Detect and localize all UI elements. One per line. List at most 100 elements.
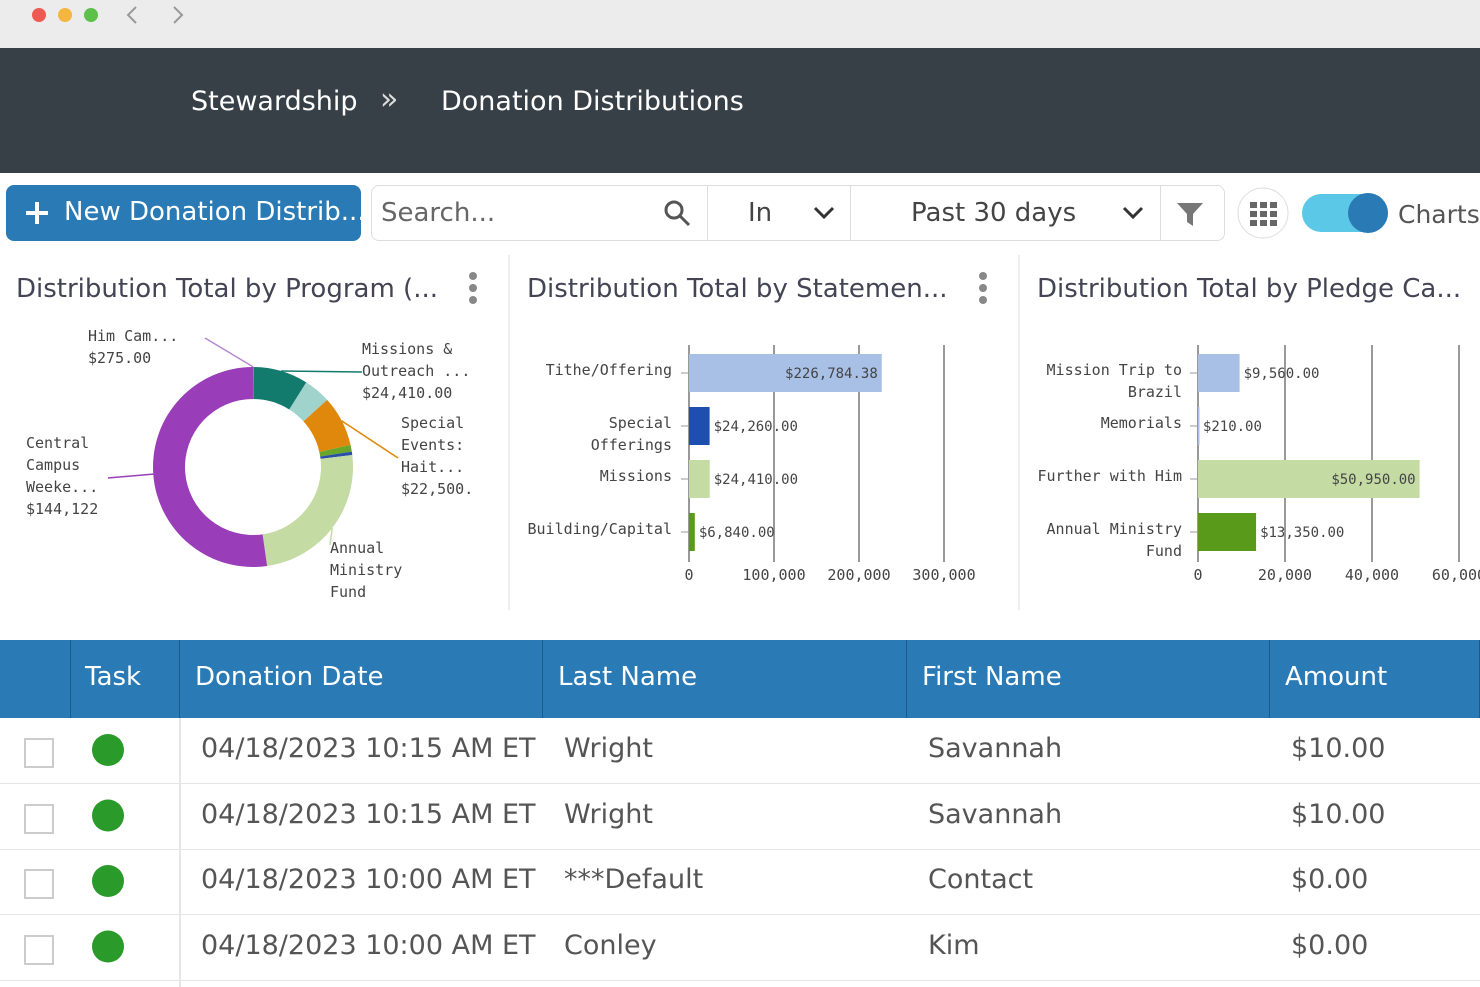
task-status: [92, 865, 124, 897]
pie-slice: [152, 367, 268, 567]
chart-title: Distribution Total by Statemen...: [527, 274, 948, 304]
cell-text: 04/18/2023 10:15 AM ET: [201, 733, 536, 764]
value-label: $24,410.00: [714, 472, 798, 488]
forward-arrow[interactable]: [173, 6, 184, 24]
cell-text: 04/18/2023 10:00 AM ET: [201, 864, 536, 895]
slice-name: Missions & Outreach ...: [362, 340, 471, 380]
row-checkbox[interactable]: [24, 869, 54, 899]
column-title: Last Name: [558, 662, 698, 692]
minimize-dot[interactable]: [58, 8, 72, 22]
search-input[interactable]: Search...: [381, 198, 496, 228]
pie-slice: [253, 367, 307, 410]
column-header[interactable]: [907, 640, 1270, 718]
column-header[interactable]: [180, 640, 543, 718]
pie-slice: [303, 399, 351, 452]
header: Stewardship » Donation Distributions: [0, 48, 1480, 173]
cell-text: 04/18/2023 10:00 AM ET: [201, 929, 536, 961]
chevron: [1122, 206, 1144, 220]
cell-text: 04/18/2023 10:15 AM ET: [201, 798, 536, 830]
panel-menu[interactable]: [975, 270, 991, 310]
slice-name: Him Cam...: [88, 327, 179, 345]
back-arrow[interactable]: [126, 6, 137, 24]
column-title: First Name: [922, 662, 1062, 692]
date-range-select[interactable]: Past 30 days: [911, 198, 1077, 228]
pie-label: Him Cam... $275.00: [88, 325, 208, 369]
new-button[interactable]: New Donation Distrib...: [6, 185, 366, 241]
column-header[interactable]: [70, 640, 180, 718]
slice-value: $22,500.: [401, 480, 474, 498]
row-checkbox[interactable]: [24, 934, 54, 965]
bar: [1198, 460, 1420, 498]
cell-text: Wright: [564, 733, 653, 764]
column-header[interactable]: [543, 640, 907, 718]
leader-line: [204, 337, 254, 368]
pie-label: Central Campus Weeke... $144,122: [26, 432, 121, 520]
divider: [707, 186, 708, 240]
bar: [689, 407, 710, 445]
breadcrumb-separator: »: [380, 82, 399, 117]
pie-slice: [320, 451, 353, 459]
x-tick-label: 300,000: [912, 566, 975, 584]
row-checkbox[interactable]: [24, 738, 54, 768]
grid-view-button[interactable]: [1236, 186, 1292, 242]
value-label: $6,840.00: [699, 525, 775, 541]
column-title: Amount: [1285, 662, 1388, 692]
search-icon[interactable]: [662, 198, 692, 228]
panel-menu[interactable]: [465, 270, 481, 310]
cell-text: $10.00: [1291, 798, 1386, 830]
bar: [689, 513, 695, 551]
x-tick-label: 0: [684, 566, 693, 584]
table-header: [0, 640, 1480, 718]
scope-select[interactable]: In: [748, 198, 773, 228]
table-row[interactable]: [0, 849, 1480, 915]
table-row[interactable]: [0, 784, 1480, 850]
slice-value: $144,122: [26, 500, 99, 518]
row-checkbox[interactable]: [24, 803, 54, 834]
panel-divider: [508, 255, 510, 610]
slice-name: Annual Ministry Fund: [330, 539, 403, 601]
plus-icon: [26, 202, 48, 224]
task-status: [92, 799, 124, 832]
slice-name: Central Campus Weeke...: [26, 434, 99, 496]
value-label: $13,350.00: [1260, 525, 1344, 541]
category-label: Building/Capital: [527, 520, 673, 538]
x-tick-label: 0: [1193, 566, 1202, 584]
cell-text: Kim: [928, 929, 980, 961]
divider: [1160, 186, 1161, 240]
task-status: [92, 930, 124, 963]
category-label: Annual Ministry Fund: [1046, 520, 1182, 560]
value-label: $50,950.00: [1331, 472, 1415, 488]
column-title: Donation Date: [195, 662, 384, 692]
header-cell: [0, 640, 71, 718]
pie-slice: [253, 367, 254, 400]
x-tick-label: 60,000: [1432, 566, 1480, 584]
column-title: Task: [85, 662, 142, 692]
cell-text: Contact: [928, 864, 1034, 895]
pie-slice: [319, 444, 352, 457]
panel-divider: [1018, 255, 1020, 610]
bar: [689, 460, 710, 498]
zoom-dot[interactable]: [84, 8, 98, 22]
table-row[interactable]: [0, 718, 1480, 784]
value-label: $210.00: [1203, 419, 1262, 435]
breadcrumb-parent[interactable]: Stewardship: [191, 86, 358, 117]
leader-line: [107, 473, 154, 479]
table-row[interactable]: [0, 915, 1480, 981]
cell-text: $10.00: [1291, 733, 1386, 764]
filter-icon[interactable]: [1175, 200, 1205, 228]
toggle-label: Charts: [1398, 200, 1480, 229]
slice-value: $275.00: [88, 349, 152, 367]
category-label: Memorials: [1100, 414, 1182, 432]
cell-text: ***Default: [564, 864, 704, 895]
x-tick-label: 40,000: [1345, 566, 1399, 584]
category-label: Mission Trip to Brazil: [1046, 361, 1182, 401]
x-tick-label: 100,000: [742, 566, 805, 584]
pie-label: Missions & Outreach ... $24,410.00: [362, 338, 492, 404]
charts-toggle[interactable]: [1300, 190, 1392, 236]
close-dot[interactable]: [32, 8, 46, 22]
slice-value: $24,410.00: [362, 384, 453, 402]
chevron: [813, 206, 835, 220]
